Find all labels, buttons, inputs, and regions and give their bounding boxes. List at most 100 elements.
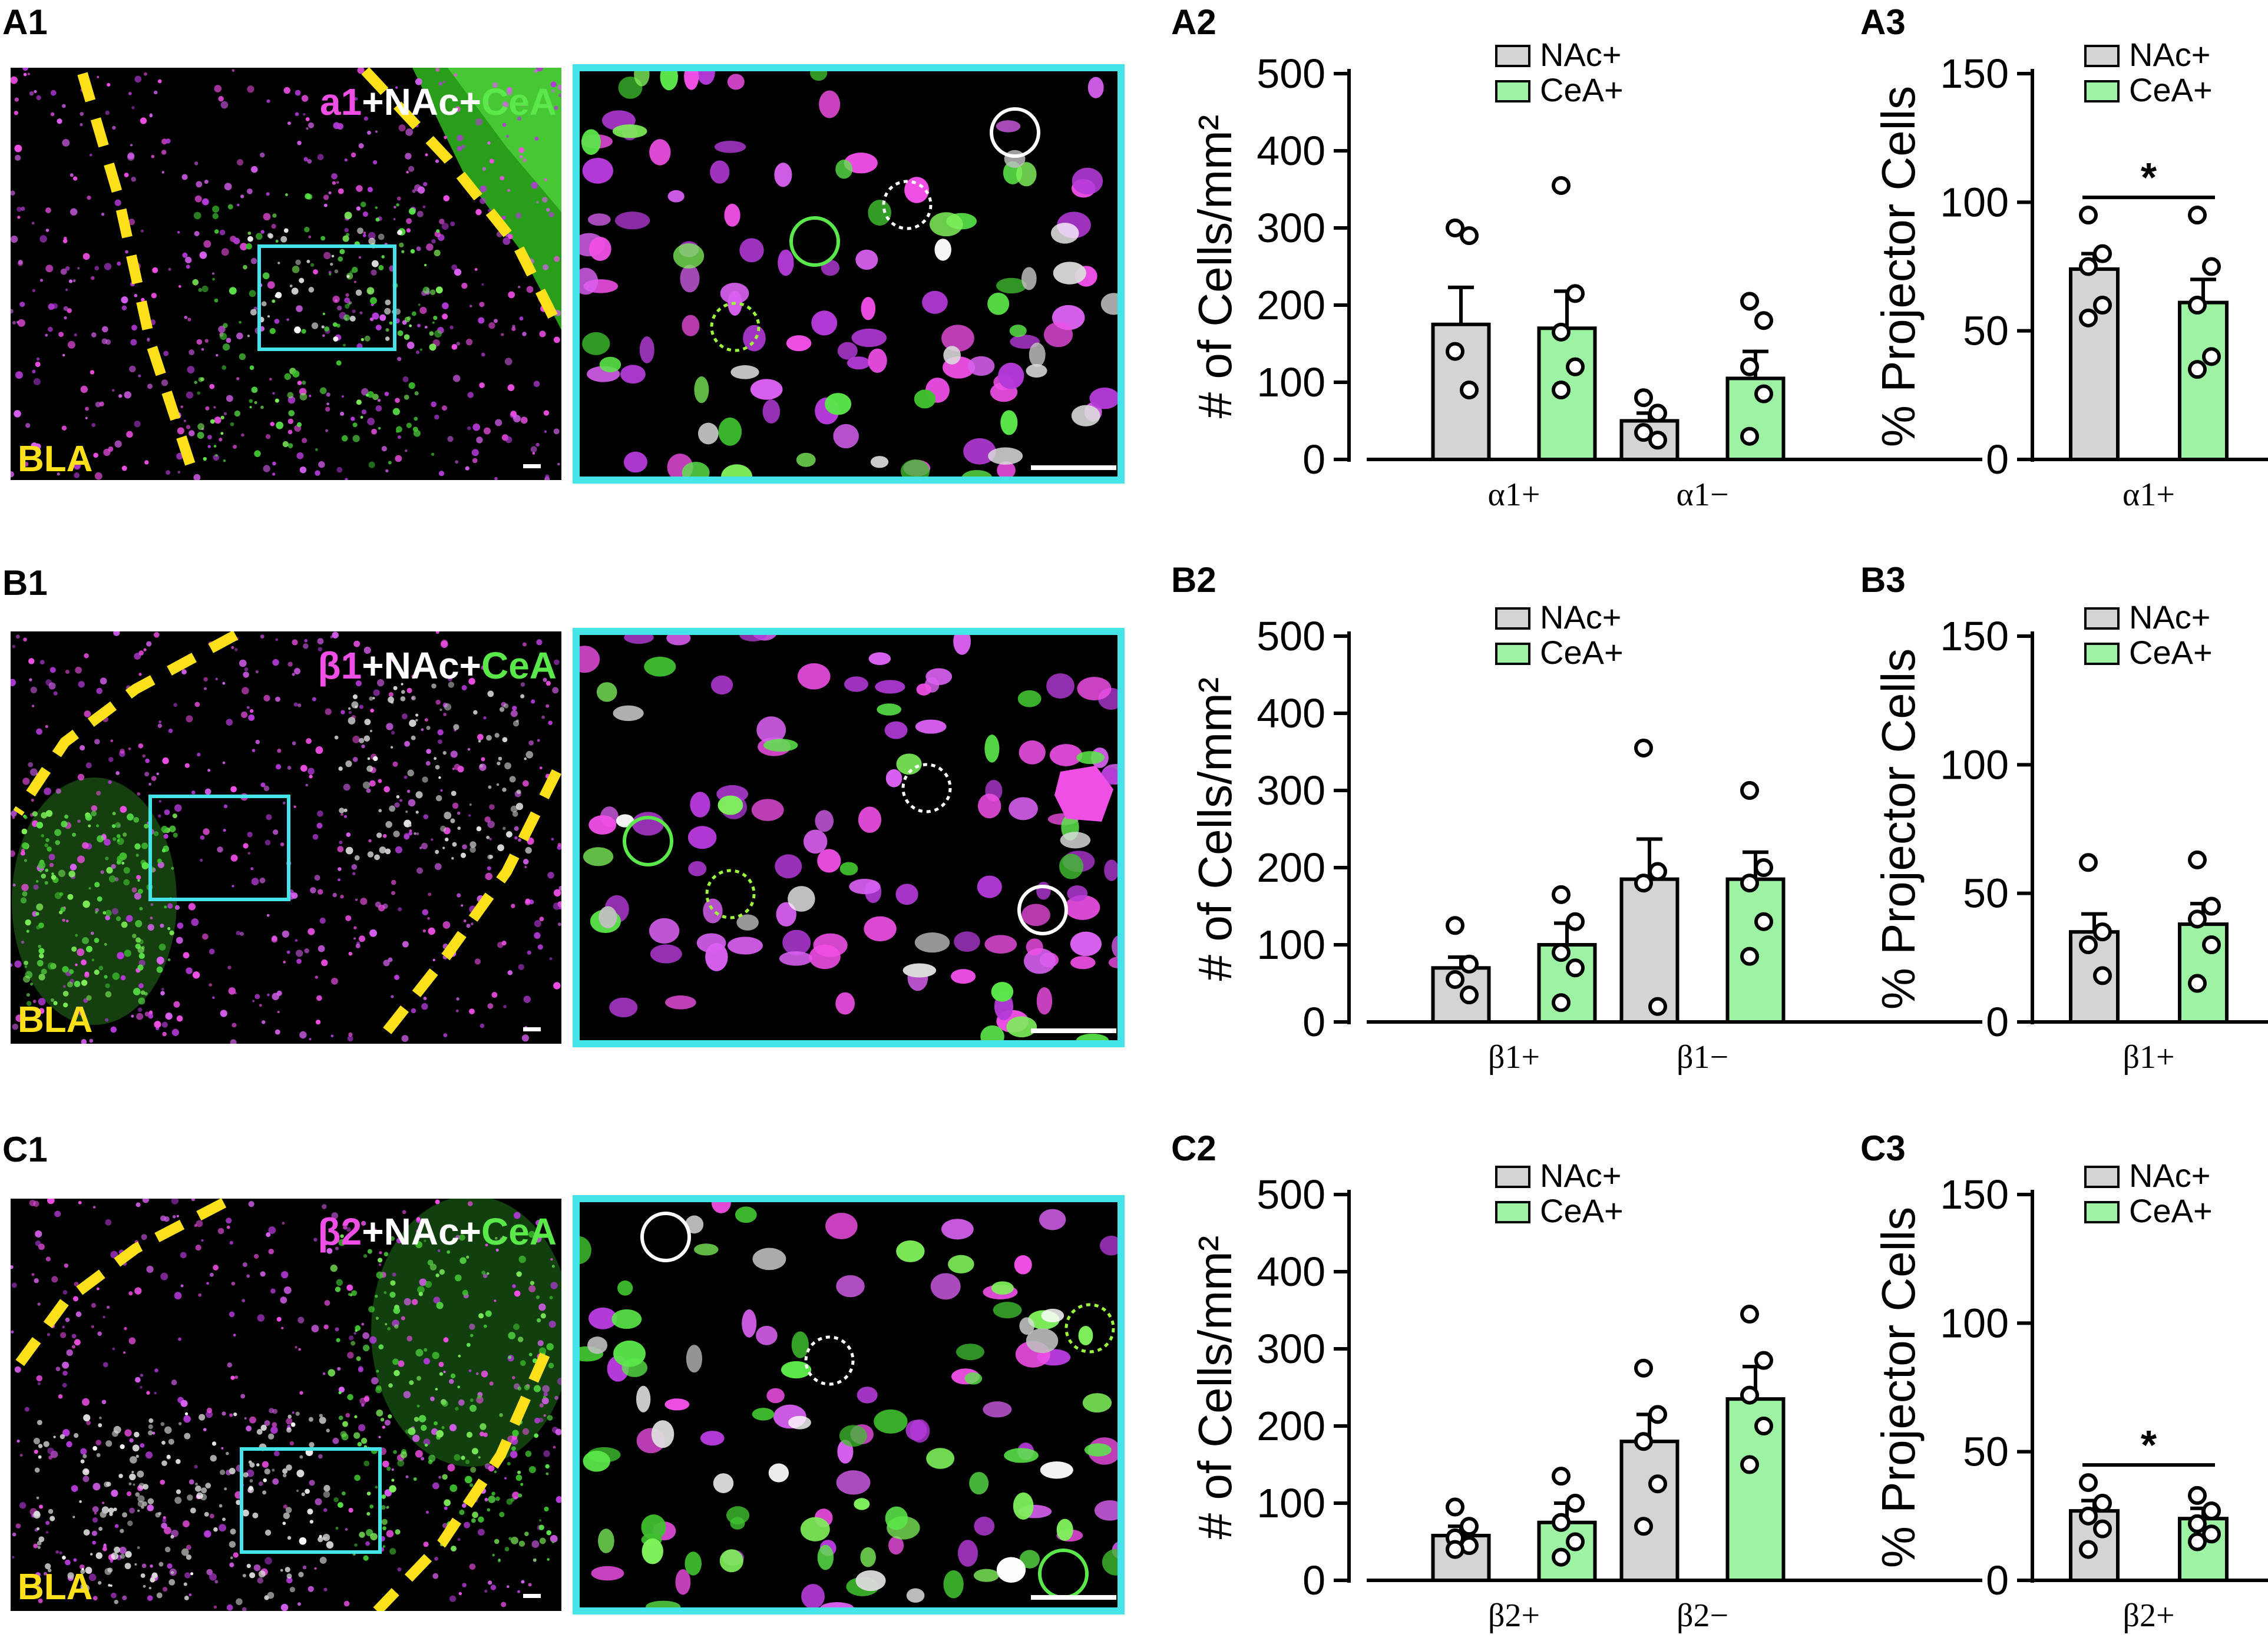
magenta-cell-dot (548, 1321, 556, 1328)
magenta-cell-dot (273, 829, 279, 835)
magenta-cell-dot (85, 416, 88, 420)
magenta-cell-dot (551, 838, 554, 841)
white-cell-dot (219, 1504, 223, 1508)
magenta-cell-dot (136, 1013, 144, 1020)
white-cell-dot (359, 737, 365, 743)
y-axis-label: # of Cells/mm² (1189, 1236, 1241, 1540)
green-cell-dot (447, 1250, 451, 1254)
magenta-cell-dot (401, 713, 408, 720)
green-cell-dot (59, 892, 64, 896)
magenta-cell-dot (200, 835, 205, 840)
magenta-cell-dot (292, 1411, 295, 1414)
green-cell-dot (510, 1233, 515, 1239)
magenta-cell-dot (480, 185, 487, 193)
magenta-cell-dot (328, 191, 332, 194)
magenta-cell-dot (541, 1397, 549, 1405)
magenta-cell-dot (48, 303, 55, 310)
green-cell-dot (91, 958, 95, 962)
green-cell-dot (518, 1255, 526, 1263)
magenta-cell-dot (518, 147, 525, 153)
white-cell (1053, 262, 1086, 284)
magenta-cell-dot (323, 194, 329, 200)
magenta-cell-dot (107, 82, 111, 87)
magenta-cell-dot (506, 135, 509, 138)
magenta-cell-dot (138, 650, 144, 656)
magenta-cell-dot (398, 907, 402, 912)
magenta-cell-dot (351, 864, 358, 870)
magenta-cell-dot (458, 1592, 462, 1596)
magenta-cell-dot (531, 181, 538, 189)
magenta-cell-dot (468, 677, 475, 685)
magenta-cell-dot (35, 1584, 40, 1590)
white-cell-dot (294, 326, 301, 333)
white-cell-dot (415, 719, 418, 722)
magenta-cell-dot (315, 975, 319, 979)
magenta-cell-dot (270, 422, 275, 426)
magenta-cell-dot (287, 661, 293, 667)
magenta-cell-dot (405, 1475, 409, 1478)
magenta-cell (728, 937, 763, 955)
magenta-cell-dot (421, 1003, 428, 1010)
white-cell-dot (246, 1563, 251, 1569)
magenta-cell-dot (168, 728, 173, 733)
magenta-cell-dot (317, 154, 324, 161)
magenta-cell-dot (260, 634, 265, 639)
white-cell-dot (473, 710, 478, 715)
green-cell-dot (328, 1369, 336, 1377)
white-cell-dot (512, 811, 518, 817)
magenta-cell-dot (382, 833, 387, 838)
magenta-cell (775, 854, 802, 879)
magenta-cell-dot (343, 657, 348, 661)
white-cell-dot (348, 301, 352, 305)
magenta-cell-dot (236, 931, 241, 935)
green-cell-dot (409, 324, 412, 327)
green-cell (1084, 1443, 1112, 1457)
magenta-cell-dot (404, 1298, 411, 1306)
white-cell-dot (389, 805, 396, 812)
magenta-cell (778, 249, 794, 276)
cea-label: CeA (481, 81, 557, 123)
magenta-cell-dot (296, 305, 303, 312)
green-cell-dot (386, 1466, 391, 1471)
white-cell-dot (195, 1485, 201, 1492)
magenta-cell-dot (292, 673, 295, 676)
data-point (1648, 997, 1667, 1016)
magenta-cell-dot (217, 846, 223, 853)
white-cell-dot (174, 1497, 182, 1504)
magenta-cell-dot (547, 872, 554, 879)
magenta-cell-dot (336, 305, 342, 311)
magenta-cell-dot (501, 333, 504, 336)
magenta-cell-dot (231, 1281, 236, 1286)
magenta-cell-dot (265, 434, 271, 439)
green-cell-dot (478, 1516, 484, 1523)
magenta-cell-dot (177, 922, 184, 929)
magenta-cell-dot (404, 775, 408, 779)
green-cell-dot (172, 813, 177, 819)
green-cell (885, 1506, 908, 1530)
magenta-cell-dot (325, 406, 330, 412)
magenta-cell-dot (211, 272, 215, 275)
green-cell-dot (192, 279, 199, 286)
magenta-cell-dot (222, 681, 226, 685)
white-cell-dot (364, 719, 371, 726)
marker-dotted-white (901, 763, 952, 813)
white-cell-dot (122, 1512, 128, 1518)
green-cell (914, 389, 936, 409)
zoom-green-cells (576, 1206, 1121, 1611)
magenta-cell-dot (449, 1424, 457, 1431)
magenta-cell-dot (544, 178, 547, 181)
white-cell-dot (439, 825, 447, 832)
magenta-cell-dot (53, 691, 58, 696)
green-cell-dot (254, 450, 261, 457)
magenta-cell-dot (143, 648, 147, 651)
magenta-cell-dot (308, 767, 315, 775)
green-cell-dot (332, 322, 338, 327)
green-cell-dot (285, 193, 288, 197)
green-cell-dot (115, 822, 121, 828)
magenta-cell-dot (168, 267, 171, 271)
magenta-cell-dot (359, 704, 363, 709)
magenta-cell-dot (453, 375, 461, 382)
y-tick-label: 100 (1940, 179, 2009, 225)
magenta-cell-dot (261, 1020, 266, 1024)
white-cell (914, 932, 950, 953)
